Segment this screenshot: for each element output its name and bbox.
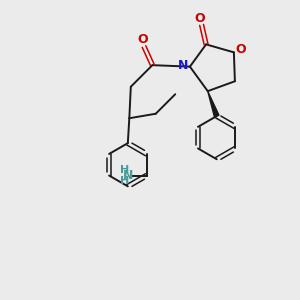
Text: H: H: [120, 165, 129, 175]
Polygon shape: [208, 91, 219, 117]
Text: O: O: [137, 33, 148, 46]
Text: O: O: [195, 12, 206, 25]
Text: N: N: [178, 58, 188, 72]
Text: N: N: [123, 169, 134, 182]
Text: H: H: [120, 176, 129, 186]
Text: O: O: [235, 44, 246, 56]
